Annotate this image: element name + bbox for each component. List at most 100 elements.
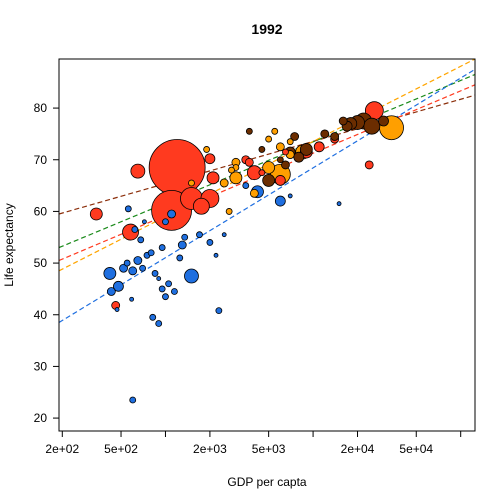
data-point — [363, 117, 381, 135]
data-point — [124, 205, 132, 213]
plot-frame — [58, 58, 476, 432]
data-point — [336, 201, 342, 207]
data-point — [265, 135, 273, 143]
data-point — [133, 256, 143, 265]
data-point — [162, 218, 169, 226]
data-point — [181, 233, 189, 241]
y-tick-label: 20 — [34, 411, 48, 425]
data-point — [123, 259, 131, 267]
data-point — [320, 129, 330, 139]
data-point — [119, 263, 128, 273]
regression-line-africa — [59, 68, 475, 324]
data-point — [177, 240, 187, 250]
data-point — [129, 296, 135, 302]
data-point — [158, 244, 166, 251]
chart-title: 1992 — [251, 21, 282, 37]
data-point — [275, 142, 285, 152]
data-point — [219, 178, 229, 188]
data-point — [103, 267, 117, 280]
data-point — [162, 293, 169, 301]
data-point — [229, 171, 243, 185]
data-point — [204, 153, 216, 165]
data-point — [139, 264, 147, 272]
data-point — [282, 148, 289, 156]
data-point — [221, 232, 227, 238]
data-point — [176, 254, 184, 262]
data-point — [171, 288, 178, 295]
data-point — [330, 132, 340, 141]
data-point — [165, 280, 172, 288]
data-point — [206, 171, 220, 185]
data-point — [89, 207, 103, 221]
y-tick-label: 40 — [34, 308, 48, 322]
x-axis: 2e+02 5e+02 2e+03 5e+03 2e+04 5e+04 — [45, 431, 462, 456]
data-point — [167, 209, 176, 219]
regression-line-europe — [59, 94, 475, 215]
data-point — [130, 163, 146, 179]
data-point — [213, 252, 219, 258]
regression-line-oceania — [59, 73, 475, 249]
y-tick-label: 60 — [34, 204, 48, 218]
data-point — [262, 161, 276, 174]
data-point — [271, 127, 279, 135]
data-point — [262, 174, 276, 187]
data-point — [188, 179, 195, 187]
x-tick-label: 5e+04 — [399, 442, 433, 456]
data-point — [129, 396, 137, 404]
data-point — [244, 157, 254, 167]
x-tick-label: 2e+03 — [193, 442, 227, 456]
data-point — [215, 307, 223, 315]
data-point — [196, 231, 203, 239]
data-point — [242, 182, 250, 189]
data-point — [313, 141, 325, 153]
y-axis: 20 30 40 50 60 70 80 — [34, 101, 59, 425]
data-point — [131, 226, 139, 233]
data-point — [203, 146, 211, 153]
data-point — [338, 116, 348, 126]
data-point — [142, 219, 147, 225]
data-point — [147, 249, 155, 257]
data-point — [149, 313, 157, 321]
data-point — [151, 270, 159, 277]
data-point — [249, 188, 259, 198]
x-tick-label: 5e+03 — [252, 442, 286, 456]
data-point — [245, 127, 253, 135]
data-point — [192, 197, 210, 215]
x-tick-label: 5e+02 — [104, 442, 138, 456]
y-axis-label: Life expectancy — [2, 203, 16, 286]
data-point — [274, 175, 286, 186]
data-point — [184, 268, 199, 284]
data-point — [258, 146, 266, 153]
data-point — [299, 143, 313, 156]
data-point — [364, 160, 374, 170]
data-point — [128, 266, 138, 276]
data-points — [89, 101, 404, 404]
x-axis-label: GDP per capta — [227, 475, 306, 489]
data-point — [106, 287, 116, 296]
data-point — [158, 285, 166, 293]
data-point — [228, 166, 235, 174]
data-point — [148, 139, 206, 196]
data-point — [286, 138, 294, 146]
data-point — [156, 276, 162, 281]
x-tick-label: 2e+04 — [341, 442, 375, 456]
data-point — [137, 236, 145, 244]
y-tick-label: 80 — [34, 101, 48, 115]
data-point — [281, 160, 290, 170]
y-tick-label: 70 — [34, 153, 48, 167]
data-point — [276, 156, 284, 164]
data-point — [378, 115, 389, 127]
data-point — [225, 208, 233, 215]
x-tick-label: 2e+02 — [45, 442, 79, 456]
data-point — [287, 193, 293, 199]
data-point — [206, 239, 214, 246]
data-point — [274, 195, 286, 207]
data-point — [114, 307, 120, 312]
data-point — [113, 280, 124, 292]
data-point — [290, 132, 300, 141]
data-point — [258, 169, 266, 177]
data-point — [155, 320, 163, 327]
y-tick-label: 50 — [34, 256, 48, 270]
y-tick-label: 30 — [34, 359, 48, 373]
